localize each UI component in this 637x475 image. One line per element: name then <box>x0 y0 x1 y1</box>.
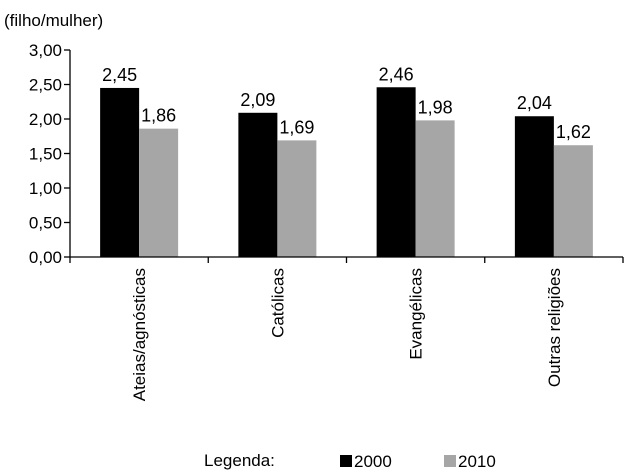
legend-label-2000: 2000 <box>354 452 392 471</box>
legend-swatch-2010 <box>444 455 456 467</box>
y-tick-label: 3,00 <box>29 41 62 60</box>
legend: Legenda: 2000 2010 <box>204 451 496 471</box>
bar-2010-1 <box>277 140 317 257</box>
y-tick-label: 1,00 <box>29 179 62 198</box>
bar-2000-1 <box>238 112 278 257</box>
y-tick-label: 2,50 <box>29 76 62 95</box>
y-tick-label: 0,00 <box>29 248 62 267</box>
legend-title: Legenda: <box>204 451 275 470</box>
bar-2010-0 <box>139 128 179 257</box>
data-labels: 2,45 1,86 2,091,69 2,461,98 2,041,62 <box>102 64 591 142</box>
category-label: Ateias/agnósticas <box>130 268 149 401</box>
category-label: Católicas <box>268 268 287 338</box>
data-label-2000-3: 2,04 <box>517 93 552 113</box>
bars <box>100 87 593 258</box>
data-label-2010-1: 1,69 <box>279 117 314 137</box>
category-label: Outras religiões <box>545 268 564 387</box>
axes <box>69 50 624 263</box>
y-axis-ticks: 0,00 0,50 1,00 1,50 2,00 2,50 3,00 <box>29 41 70 267</box>
data-label-2010-3: 1,62 <box>556 122 591 142</box>
y-axis-unit-label: (filho/mulher) <box>4 11 103 30</box>
bar-2010-3 <box>553 145 593 257</box>
data-label-2010-2: 1,98 <box>418 97 453 117</box>
bar-2000-2 <box>376 87 416 257</box>
data-label-2000-0: 2,45 <box>102 65 137 85</box>
data-label-2000-2: 2,46 <box>379 64 414 84</box>
category-labels: Ateias/agnósticas Católicas Evangélicas Out… <box>130 268 564 401</box>
category-label: Evangélicas <box>407 268 426 360</box>
legend-label-2010: 2010 <box>458 452 496 471</box>
y-tick-label: 1,50 <box>29 145 62 164</box>
bar-2000-0 <box>100 87 140 257</box>
y-tick-label: 2,00 <box>29 110 62 129</box>
y-tick-label: 0,50 <box>29 214 62 233</box>
data-label-2000-1: 2,09 <box>240 90 275 110</box>
bar-2000-3 <box>514 116 554 258</box>
bar-2010-2 <box>415 120 455 257</box>
legend-swatch-2000 <box>340 455 352 467</box>
data-label-2010-0: 1,86 <box>141 106 176 126</box>
